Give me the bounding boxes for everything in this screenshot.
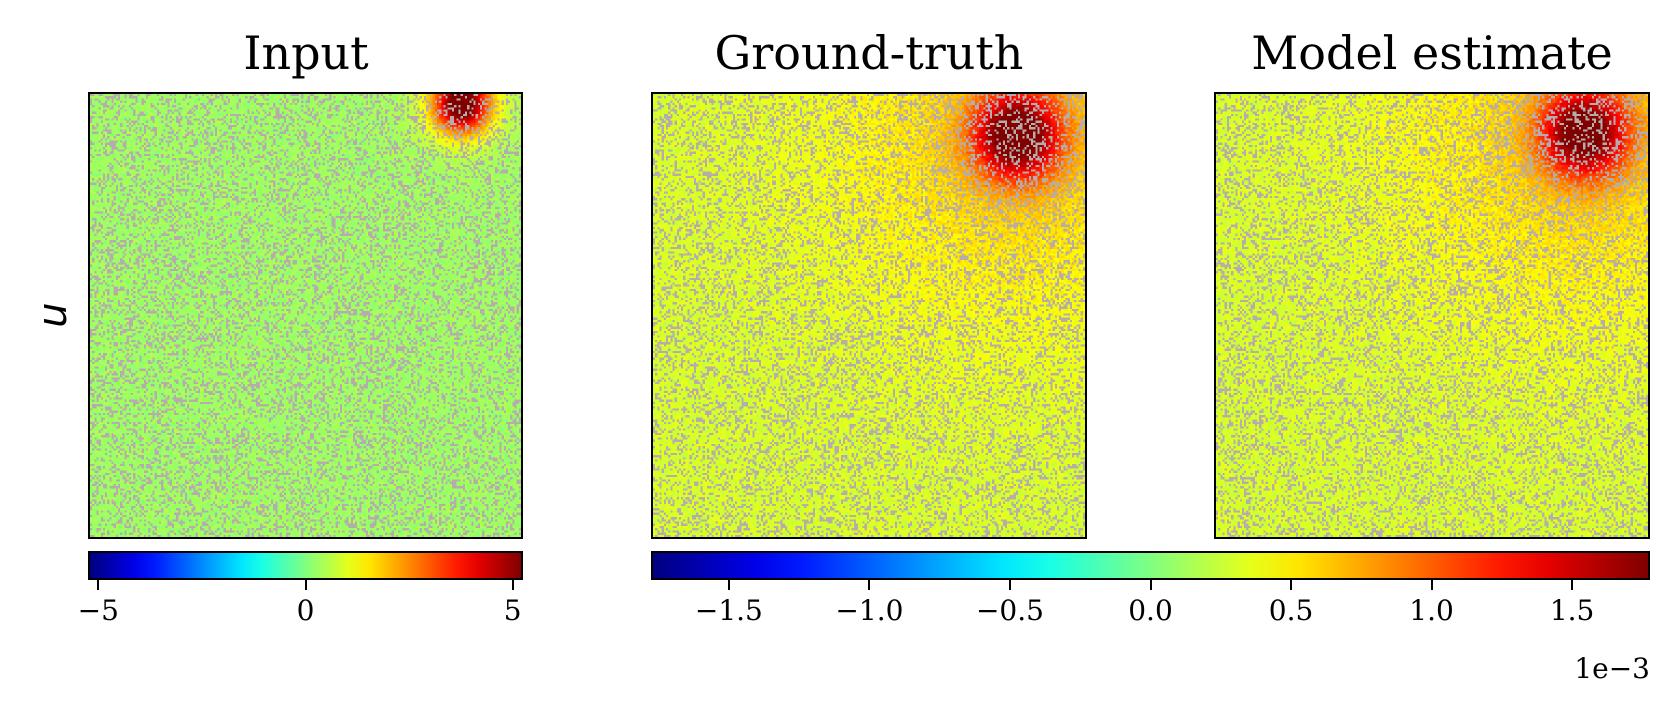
colorbar-tick-label: 1.0 <box>1409 594 1454 627</box>
colorbar-tick-label: 0 <box>296 594 315 627</box>
colorbar-tick-mark <box>1290 580 1293 590</box>
colorbar-tick-mark <box>1571 580 1574 590</box>
colorbar-tick-label: −5 <box>77 594 119 627</box>
colorbar-tick-label: −1.5 <box>694 594 763 627</box>
colorbar-tick-mark <box>97 580 100 590</box>
colorbar-tick-mark <box>304 580 307 590</box>
colorbar-input <box>88 551 523 580</box>
colorbar-offset-text: 1e−3 <box>1574 652 1650 685</box>
heatmap-model-estimate-canvas <box>1216 94 1648 537</box>
colorbar-tick-mark <box>1149 580 1152 590</box>
colorbar-tick-mark <box>511 580 514 590</box>
colorbar-tick-mark <box>1008 580 1011 590</box>
colorbar-tick-label: 5 <box>503 594 522 627</box>
colorbar-tick-mark <box>868 580 871 590</box>
panel-title-input: Input <box>243 26 369 80</box>
heatmap-model-estimate <box>1214 92 1650 539</box>
colorbar-tick-mark <box>727 580 730 590</box>
panel-title-ground-truth: Ground-truth <box>714 26 1024 80</box>
colorbar-tick-label: 0.5 <box>1268 594 1314 627</box>
heatmap-ground-truth-canvas <box>653 94 1085 537</box>
panel-title-model-estimate: Model estimate <box>1251 26 1613 80</box>
colorbar-tick-label: −0.5 <box>975 594 1044 627</box>
colorbar-tick-label: 1.5 <box>1549 594 1595 627</box>
colorbar-input-ticks: −5 0 5 <box>78 580 522 640</box>
heatmap-ground-truth <box>651 92 1087 539</box>
heatmap-input <box>88 92 523 539</box>
heatmap-input-canvas <box>90 94 521 537</box>
colorbar-tick-mark <box>1430 580 1433 590</box>
colorbar-shared-ticks: −1.5 −1.0 −0.5 0.0 0.5 1.0 1.5 <box>653 580 1648 640</box>
row-label: u <box>30 302 76 328</box>
colorbar-tick-label: 0.0 <box>1128 594 1173 627</box>
colorbar-tick-label: −1.0 <box>835 594 904 627</box>
colorbar-shared <box>651 551 1650 580</box>
